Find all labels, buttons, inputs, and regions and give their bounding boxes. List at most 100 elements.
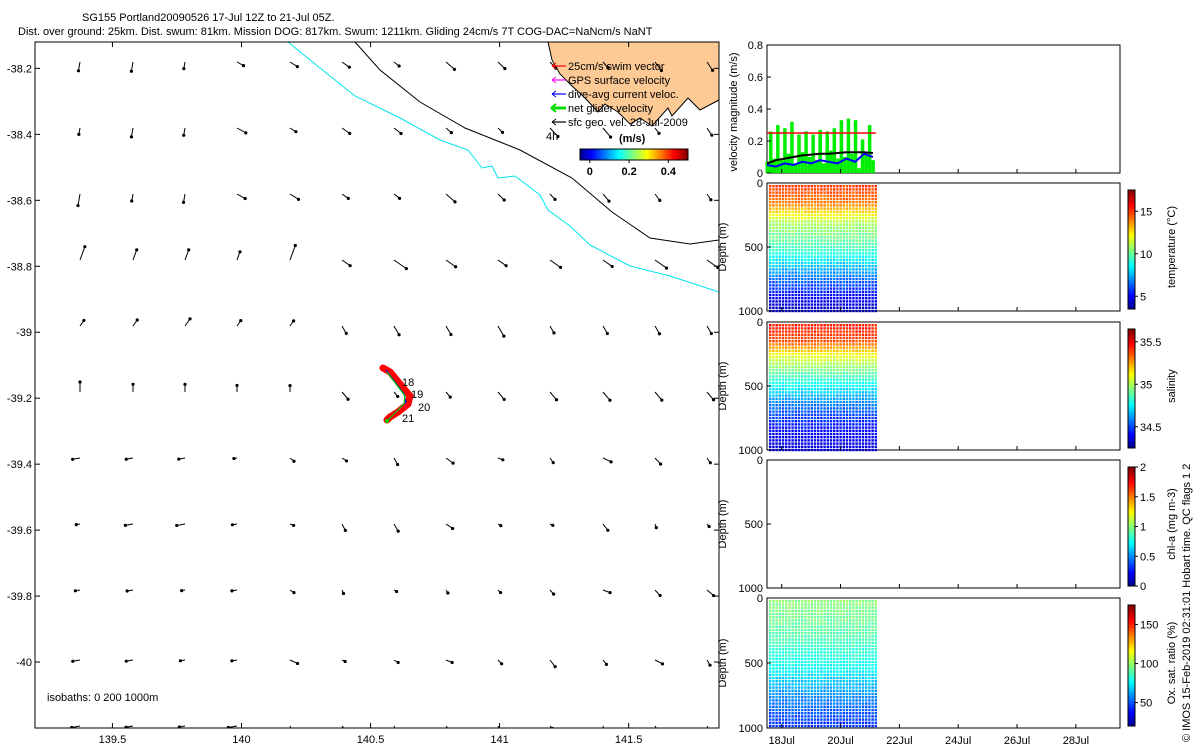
profile-panel-frame: [766, 182, 1121, 312]
profile-panel: 0 500 1000 Depth (m) 34.5 35 35.5 salinity: [717, 317, 1178, 457]
velocity-vector-arrow: [79, 245, 87, 261]
map-ytick-label: -39.2: [7, 393, 32, 405]
velocity-vector-arrow: [183, 382, 187, 392]
velocity-vector-arrow: [602, 523, 610, 532]
velocity-vector-arrow: [71, 659, 81, 663]
land-coastline: [547, 42, 719, 127]
map-axes: 18 19 20 21 139.5 140 140.5 141 141.5 -38.2-…: [7, 41, 720, 746]
day-label-19: 19: [411, 389, 423, 401]
velocity-vector-arrow: [341, 589, 346, 596]
map-xtick-label: 141: [490, 734, 508, 746]
map-ytick-label: -38.2: [7, 63, 32, 75]
net-velocity-bar: [807, 157, 812, 173]
depth-ylabel: Depth (m): [717, 500, 729, 549]
velocity-vector-arrow: [393, 325, 401, 337]
velocity-vector-arrow: [497, 457, 505, 462]
velocity-ytick-label: 0.8: [748, 40, 763, 52]
velocity-vector-arrow: [706, 127, 714, 137]
time-tick-label: 20Jul: [827, 735, 853, 747]
velocity-vector-arrow: [497, 589, 503, 595]
velocity-vector-arrow: [78, 380, 82, 392]
net-velocity-bar: [836, 158, 840, 173]
profile-colorbar: [1127, 466, 1136, 587]
velocity-vector-arrow: [654, 523, 658, 530]
velocity-ytick-label: 0.2: [748, 136, 763, 148]
legend-label-net-velocity: net glider velocity: [568, 103, 653, 115]
velocity-vector-arrow: [497, 127, 505, 134]
net-velocity-bar: [790, 121, 794, 173]
velocity-vector-arrow: [549, 325, 556, 335]
velocity-vector-arrow: [654, 725, 657, 728]
velocity-vector-arrow: [654, 61, 664, 73]
velocity-vector-arrow: [132, 318, 139, 327]
velocity-vector-arrow: [226, 725, 238, 728]
velocity-vector-arrow: [445, 391, 452, 399]
velocity-vector-arrow: [130, 193, 134, 203]
net-velocity-bar: [850, 153, 854, 173]
velocity-vector-field: [70, 61, 719, 728]
net-velocity-bar: [871, 160, 875, 173]
velocity-vector-arrow: [230, 523, 238, 527]
depth-ytick-label: 500: [745, 242, 763, 254]
day-label-18: 18: [402, 377, 414, 389]
legend-extra-4h: 4h: [546, 131, 558, 143]
depth-ylabel: Depth (m): [717, 223, 729, 272]
velocity-vector-arrow: [124, 659, 134, 663]
colorbar-label: chl-a (mg m-3): [1166, 488, 1178, 560]
velocity-vector-arrow: [232, 456, 238, 461]
depth-ytick-label: 0: [757, 178, 763, 190]
net-glider-velocity-track: [385, 371, 406, 423]
velocity-vector-arrow: [289, 589, 296, 595]
velocity-vector-arrow: [289, 523, 296, 528]
colorbar-tick-label: 35.5: [1140, 337, 1161, 349]
depth-ytick-label: 0: [757, 317, 763, 329]
velocity-series: [765, 118, 876, 173]
depth-ytick-label: 0: [757, 593, 763, 605]
velocity-vector-arrow: [393, 725, 396, 728]
velocity-vector-arrow: [497, 325, 506, 338]
velocity-vector-arrow: [236, 193, 247, 201]
time-tick-label: 28Jul: [1063, 735, 1089, 747]
map-colorbar-ticks: 0 0.2 0.4: [587, 160, 677, 178]
velocity-vector-arrow: [445, 61, 457, 71]
velocity-vector-arrow: [129, 127, 134, 139]
velocity-vector-arrow: [549, 391, 559, 402]
velocity-vector-arrow: [602, 61, 610, 70]
velocity-vector-arrow: [124, 725, 134, 728]
velocity-series-line: [766, 152, 874, 168]
velocity-vector-arrow: [654, 259, 669, 270]
velocity-vector-arrow: [393, 61, 401, 68]
colorbar-tick-label: 0: [1140, 581, 1146, 593]
depth-ylabel: Depth (m): [717, 362, 729, 411]
net-velocity-bar: [864, 153, 868, 173]
velocity-vector-arrow: [125, 589, 134, 593]
colorbar-tick-label: 10: [1140, 249, 1152, 261]
colorbar-tick-label: 0.5: [1140, 551, 1155, 563]
velocity-vector-arrow: [654, 391, 664, 402]
profile-panel: 0 500 1000 Depth (m) 50 100 150 Ox. sat. ratio …: [717, 593, 1178, 735]
map-colorbar-tick-label: 0.4: [661, 166, 677, 178]
velocity-vector-arrow: [654, 127, 661, 135]
map-ytick-label: -39.4: [7, 459, 32, 471]
net-velocity-bar: [818, 129, 822, 173]
velocity-vector-arrow: [182, 127, 186, 137]
legend-label-swim-vector: 25cm/s swim vector: [568, 61, 665, 73]
velocity-vector-arrow: [341, 127, 352, 135]
depth-ytick-label: 500: [745, 381, 763, 393]
velocity-vector-arrow: [602, 127, 613, 139]
footer-credit: © IMOS 15-Feb-2019 02:31:01 Hobart time.…: [1181, 464, 1193, 742]
velocity-vector-arrow: [706, 725, 709, 728]
velocity-vector-arrow: [497, 659, 504, 666]
velocity-vector-arrow: [236, 319, 243, 327]
isobath-1000m: [287, 42, 719, 293]
velocity-vector-arrow: [706, 193, 713, 202]
legend-item-swim-vector: 25cm/s swim vector: [551, 61, 665, 73]
velocity-vector-arrow: [230, 589, 238, 593]
net-velocity-bar: [832, 128, 837, 173]
profile-dots: [769, 324, 877, 452]
map-colorbar-tick-label: 0.2: [621, 166, 636, 178]
velocity-series-line: [766, 151, 873, 165]
profile-panel-frame: [766, 459, 1121, 589]
net-velocity-bar: [776, 125, 780, 173]
velocity-vector-arrow: [79, 318, 86, 327]
